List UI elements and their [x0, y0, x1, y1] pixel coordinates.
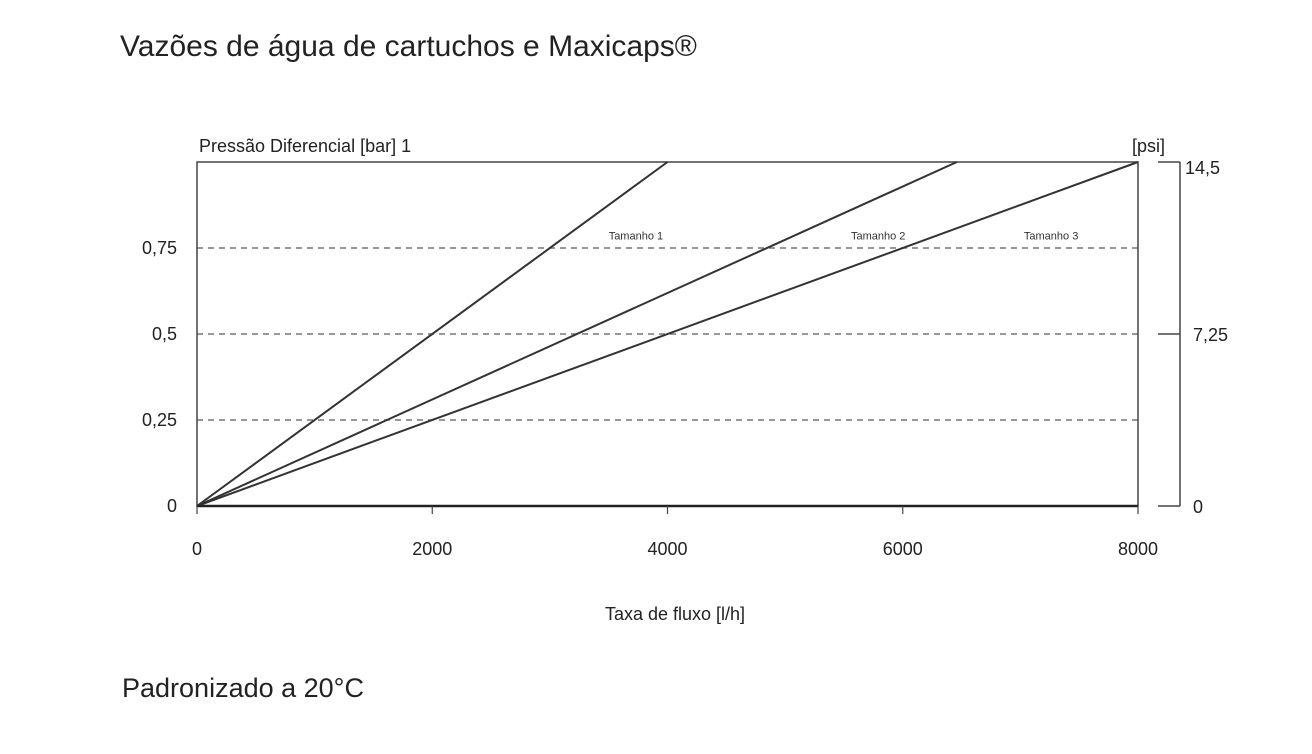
- series-label-3: Tamanho 3: [1024, 230, 1078, 242]
- chart-title: Vazões de água de cartuchos e Maxicaps®: [120, 30, 697, 63]
- y-tick-label: 0,5: [152, 324, 177, 344]
- x-tick-label: 0: [192, 539, 202, 559]
- footnote: Padronizado a 20°C: [122, 673, 364, 703]
- axis-layer: [196, 161, 1181, 514]
- y2-tick-label: 14,5: [1185, 158, 1220, 178]
- x-axis-title: Taxa de fluxo [l/h]: [605, 604, 745, 624]
- y2-axis-title: [psi]: [1132, 136, 1165, 156]
- label-layer: Tamanho 1 Tamanho 2 Tamanho 3 0 0,25 0,5 0,75 0…: [142, 136, 1228, 624]
- x-tick-label: 4000: [647, 539, 687, 559]
- y2-tick-label: 0: [1193, 497, 1203, 517]
- x-tick-label: 2000: [412, 539, 452, 559]
- series-label-2: Tamanho 2: [851, 230, 905, 242]
- x-tick-label: 6000: [883, 539, 923, 559]
- y-tick-label: 0: [167, 496, 177, 516]
- series-label-1: Tamanho 1: [609, 230, 663, 242]
- series-line-1: [196, 161, 669, 507]
- grid-layer: [197, 247, 1138, 421]
- series-line-2: [196, 161, 958, 507]
- x-tick-label: 8000: [1118, 539, 1158, 559]
- y-tick-label: 0,25: [142, 410, 177, 430]
- y2-tick-label: 7,25: [1193, 325, 1228, 345]
- y-axis-title: Pressão Diferencial [bar] 1: [199, 136, 411, 156]
- series-line-3: [196, 161, 1139, 507]
- y-tick-label: 0,75: [142, 238, 177, 258]
- series-layer: [196, 161, 1139, 507]
